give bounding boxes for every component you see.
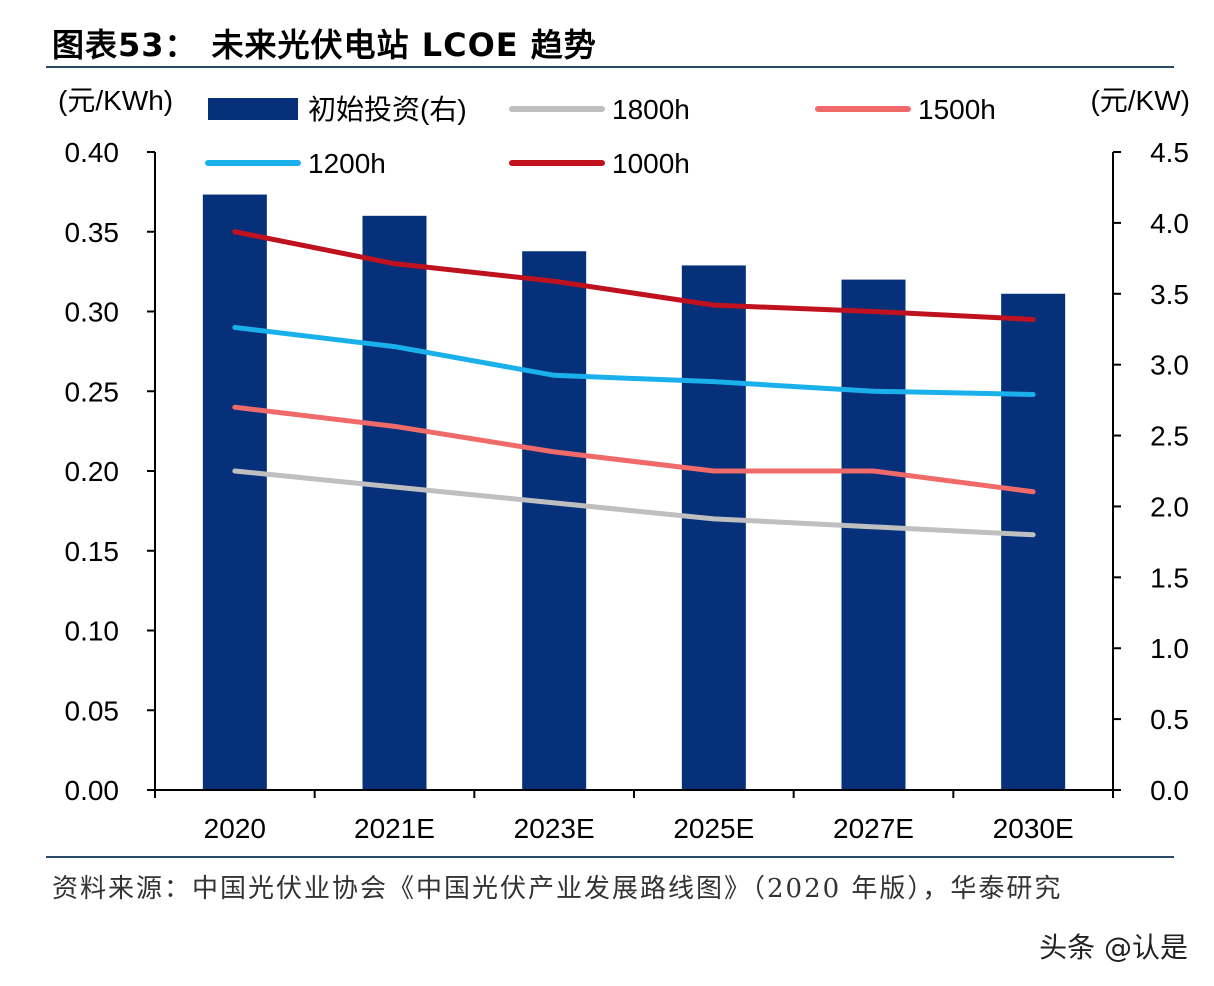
watermark: 头条 @认是 — [1039, 931, 1188, 964]
bar-2023E — [522, 251, 587, 790]
figure-title: 未来光伏电站 LCOE 趋势 — [211, 26, 597, 64]
x-tick-label: 2021E — [354, 813, 435, 844]
left-axis-unit: (元/KWh) — [58, 85, 173, 116]
left-tick-label: 0.10 — [65, 616, 120, 647]
top-rule — [46, 66, 1174, 68]
right-tick-label: 0.0 — [1150, 775, 1189, 806]
x-tick-label: 2025E — [673, 813, 754, 844]
left-tick-label: 0.25 — [65, 376, 120, 407]
x-tick-label: 2020 — [204, 813, 266, 844]
legend-label: 初始投资(右) — [308, 94, 467, 125]
bar-2025E — [681, 265, 746, 790]
left-tick-label: 0.40 — [65, 137, 120, 168]
bar-2030E — [1001, 293, 1066, 790]
right-tick-label: 3.5 — [1150, 279, 1189, 310]
left-tick-label: 0.15 — [65, 536, 120, 567]
right-tick-label: 2.0 — [1150, 491, 1189, 522]
bar-2027E — [841, 279, 906, 790]
left-tick-label: 0.00 — [65, 775, 120, 806]
right-tick-label: 4.0 — [1150, 208, 1189, 239]
figure-label: 图表53： — [52, 26, 198, 64]
legend-label: 1800h — [612, 94, 690, 125]
chart-title: 图表53： 未来光伏电站 LCOE 趋势 — [52, 20, 611, 66]
bar-2020 — [202, 194, 267, 791]
left-tick-label: 0.35 — [65, 217, 120, 248]
right-tick-label: 4.5 — [1150, 137, 1189, 168]
line-1800h — [232, 468, 1036, 538]
legend-label: 1000h — [612, 148, 690, 179]
legend-label: 1200h — [308, 148, 386, 179]
x-tick-label: 2027E — [833, 813, 914, 844]
left-tick-label: 0.05 — [65, 695, 120, 726]
legend-swatch-bar — [208, 98, 298, 120]
right-axis-unit: (元/KW) — [1090, 85, 1190, 116]
legend-label: 1500h — [918, 94, 996, 125]
lcoe-chart: 0.00 0.05 0.10 0.15 0.20 0.25 0.30 0.35 0.40 0.0 0… — [58, 85, 1190, 844]
bottom-rule — [46, 856, 1174, 858]
left-tick-label: 0.30 — [65, 297, 120, 328]
right-tick-label: 0.5 — [1150, 704, 1189, 735]
source-note: 资料来源：中国光伏业协会《中国光伏产业发展路线图》（2020 年版），华泰研究 — [52, 874, 1063, 904]
line-1500h — [232, 404, 1036, 495]
right-tick-label: 1.5 — [1150, 562, 1189, 593]
x-tick-label: 2023E — [514, 813, 595, 844]
bar-2021E — [362, 215, 427, 791]
x-tick-label: 2030E — [993, 813, 1074, 844]
right-tick-label: 3.0 — [1150, 350, 1189, 381]
line-1200h — [232, 324, 1036, 397]
right-tick-label: 2.5 — [1150, 421, 1189, 452]
left-tick-label: 0.20 — [65, 456, 120, 487]
line-1000h — [232, 229, 1036, 322]
right-tick-label: 1.0 — [1150, 633, 1189, 664]
